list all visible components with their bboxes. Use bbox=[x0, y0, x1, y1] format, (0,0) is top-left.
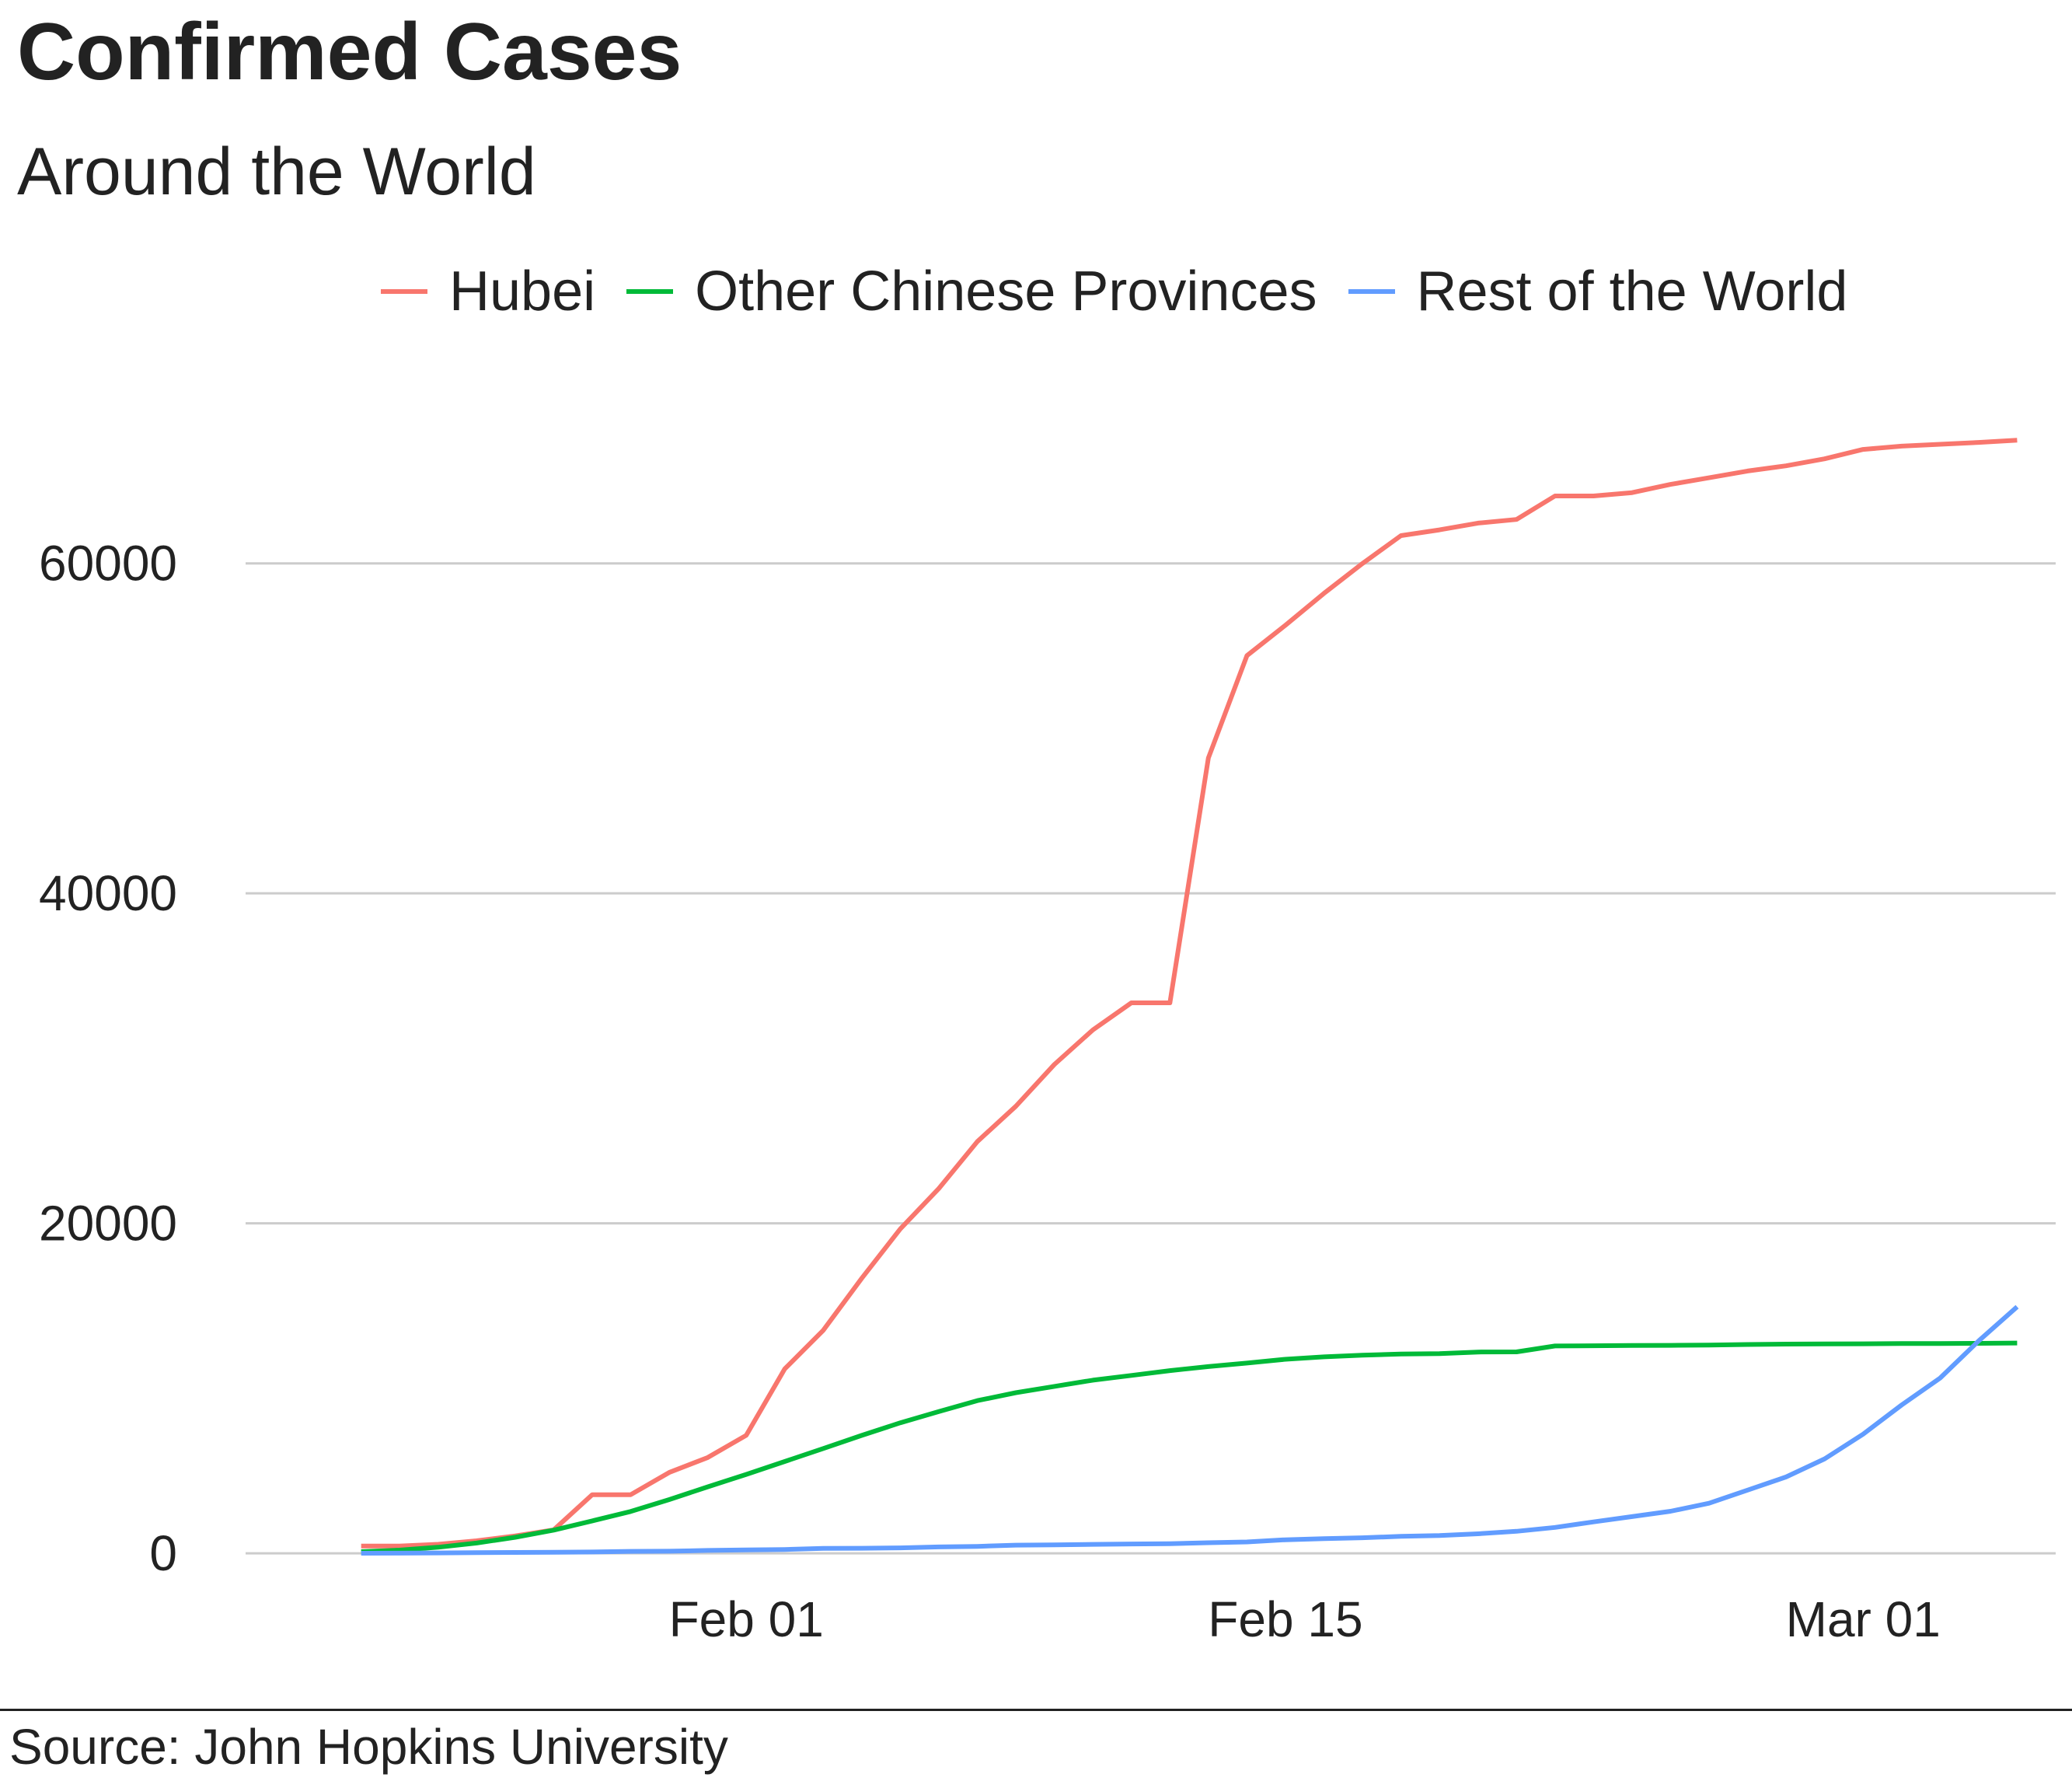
y-tick-label: 20000 bbox=[39, 1196, 177, 1252]
legend: Hubei Other Chinese Provinces Rest of th… bbox=[381, 249, 1878, 334]
series-line-rest-of-the-world bbox=[361, 1304, 2019, 1556]
legend-label-other-chinese-provinces: Other Chinese Provinces bbox=[695, 260, 1317, 323]
legend-item-hubei: Hubei bbox=[381, 260, 595, 323]
y-tick-label: 40000 bbox=[39, 865, 177, 921]
series-line-other-chinese-provinces bbox=[361, 1340, 2018, 1554]
source-caption: Source: John Hopkins University bbox=[9, 1719, 728, 1775]
legend-label-rest-of-the-world: Rest of the World bbox=[1416, 260, 1848, 323]
legend-item-rest-of-the-world: Rest of the World bbox=[1348, 260, 1848, 323]
x-tick-label: Mar 01 bbox=[1786, 1591, 1941, 1647]
legend-swatch-hubei bbox=[381, 289, 427, 294]
legend-label-hubei: Hubei bbox=[449, 260, 596, 323]
series-line-hubei bbox=[361, 438, 2018, 1549]
footer-rule bbox=[0, 1709, 2072, 1711]
legend-swatch-rest-of-the-world bbox=[1348, 289, 1395, 294]
y-tick-label: 60000 bbox=[39, 536, 177, 592]
chart-subtitle: Around the World bbox=[17, 134, 536, 209]
x-tick-label: Feb 15 bbox=[1208, 1591, 1362, 1647]
x-tick-label: Feb 01 bbox=[669, 1591, 824, 1647]
chart-title: Confirmed Cases bbox=[17, 7, 682, 97]
line-chart: 0 20000 40000 60000 Feb 01 Feb 15 Mar 01 bbox=[39, 438, 2056, 1647]
legend-item-other-chinese-provinces: Other Chinese Provinces bbox=[626, 260, 1317, 323]
legend-swatch-other-chinese-provinces bbox=[626, 289, 674, 294]
y-tick-label: 0 bbox=[149, 1525, 177, 1581]
